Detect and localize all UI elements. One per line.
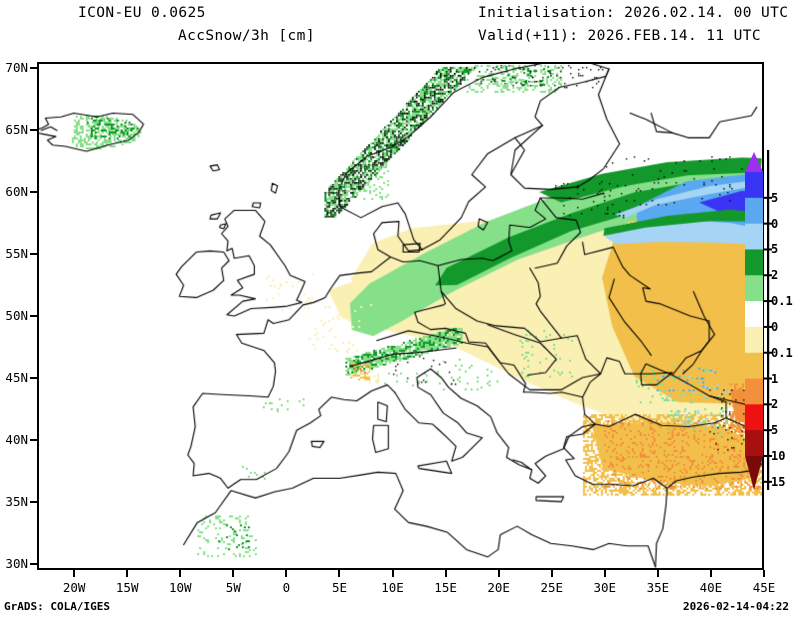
x-axis-label: 10E — [381, 580, 404, 595]
colorbar-tick — [764, 274, 772, 277]
colorbar-band — [745, 249, 763, 276]
y-axis-tick — [30, 191, 37, 194]
x-axis-tick — [391, 570, 394, 577]
colorbar-tick — [764, 377, 772, 380]
colorbar-tick — [764, 455, 772, 457]
y-axis-tick — [30, 438, 37, 441]
colorbar-label: 5 — [771, 242, 779, 257]
y-axis-label: 70N — [5, 60, 28, 76]
colorbar-bottom-arrow — [745, 456, 763, 490]
y-axis-tick — [30, 253, 37, 256]
y-axis-label: 60N — [5, 184, 28, 200]
initialisation-text: Initialisation: 2026.02.14. 00 UTC — [478, 5, 789, 21]
x-axis-label: 15E — [434, 580, 457, 595]
y-axis-label: 40N — [5, 431, 28, 447]
x-axis-label: 25E — [540, 580, 564, 595]
x-axis-tick — [285, 570, 288, 577]
x-axis-tick — [232, 570, 235, 577]
x-axis-tick — [709, 570, 712, 577]
colorbar-label: 5 — [771, 190, 779, 205]
colorbar-axis-line — [767, 150, 770, 490]
colorbar-tick — [764, 196, 772, 199]
colorbar-band — [745, 172, 763, 199]
colorbar-label: 0 — [771, 216, 779, 231]
x-axis-tick — [179, 570, 182, 577]
y-axis-label: 50N — [5, 308, 28, 323]
y-axis-tick — [30, 67, 37, 70]
y-axis-label: 45N — [5, 369, 28, 385]
colorbar-band — [745, 326, 763, 354]
grads-credit: GrADS: COLA/IGES — [4, 600, 110, 613]
colorbar-tick — [764, 222, 772, 225]
colorbar-label: 0.1 — [771, 294, 793, 309]
colorbar-band — [745, 352, 763, 380]
colorbar-band — [745, 301, 763, 328]
x-axis-tick — [763, 570, 765, 577]
colorbar-label: 0.1 — [771, 345, 793, 360]
colorbar-band — [745, 275, 763, 302]
colorbar-band — [745, 430, 763, 457]
colorbar-tick — [764, 403, 772, 406]
model-title: ICON-EU 0.0625 — [78, 5, 206, 21]
variable-title: AccSnow/3h [cm] — [178, 28, 315, 44]
map-plot-area — [37, 62, 764, 570]
colorbar-tick — [764, 248, 772, 251]
colorbar-band — [745, 197, 763, 225]
y-axis-tick — [30, 315, 37, 317]
colorbar-label: 0 — [771, 319, 779, 334]
colorbar-label: 2 — [771, 397, 779, 412]
colorbar-tick — [764, 300, 772, 303]
x-axis-label: 30E — [593, 580, 617, 595]
x-axis-label: 20E — [487, 580, 510, 595]
x-axis-label: 35E — [646, 580, 670, 595]
x-axis-label: 5E — [331, 580, 347, 595]
render-timestamp: 2026-02-14-04:22 — [683, 600, 789, 613]
colorbar-label: 15 — [771, 474, 786, 489]
y-axis-tick — [30, 500, 37, 503]
x-axis-label: 5W — [225, 580, 241, 595]
colorbar-label: 5 — [771, 423, 779, 438]
x-axis-tick — [126, 570, 129, 577]
y-axis-tick — [30, 562, 37, 565]
x-axis-tick — [550, 570, 553, 577]
colorbar-label: 1 — [771, 371, 779, 386]
y-axis-tick — [30, 376, 37, 379]
y-axis-label: 30N — [5, 555, 28, 571]
x-axis-label: 45E — [752, 580, 776, 595]
colorbar-band — [745, 378, 763, 405]
colorbar: 5 0 5 2 0.1 0 0.1 1 2 5 10 15 — [738, 148, 800, 496]
x-axis-label: 10W — [168, 580, 192, 595]
x-axis-tick — [497, 570, 500, 577]
x-axis-label: 20W — [62, 580, 86, 595]
colorbar-band — [745, 223, 763, 251]
y-axis-label: 65N — [5, 122, 28, 138]
colorbar-tick — [764, 325, 772, 328]
map-canvas — [39, 64, 762, 568]
y-axis-label: 55N — [5, 246, 28, 262]
y-axis-tick — [30, 129, 37, 132]
valid-time-text: Valid(+11): 2026.FEB.14. 11 UTC — [478, 28, 762, 44]
colorbar-tick — [764, 429, 772, 432]
colorbar-top-arrow — [745, 152, 763, 172]
x-axis-label: 40E — [699, 580, 723, 595]
x-axis-tick — [603, 570, 606, 577]
colorbar-band — [745, 404, 763, 431]
x-axis-tick — [73, 570, 76, 577]
colorbar-label: 2 — [771, 268, 779, 283]
colorbar-tick — [764, 480, 772, 483]
x-axis-tick — [444, 570, 447, 577]
colorbar-label: 10 — [771, 449, 786, 463]
x-axis-tick — [338, 570, 341, 577]
x-axis-label: 15W — [115, 580, 139, 595]
x-axis-tick — [656, 570, 659, 577]
colorbar-tick — [764, 351, 772, 354]
colorbar-gradient — [745, 150, 772, 490]
y-axis-label: 35N — [5, 493, 28, 509]
x-axis-label: 0 — [282, 580, 291, 595]
